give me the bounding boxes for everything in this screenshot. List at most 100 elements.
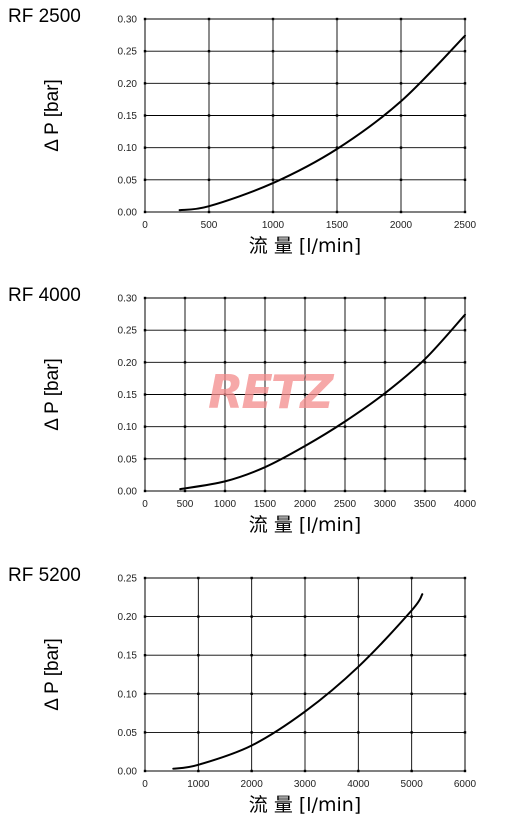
y-tick-label: 0.20 [118,79,138,90]
grid-dot [423,457,427,461]
y-axis-label: Δ P [bar] [42,79,63,152]
grid-dot [197,692,200,695]
grid-dot [410,654,413,657]
grid-dot [383,425,387,428]
grid-dot [183,457,187,461]
grid-dot [399,49,403,53]
grid-dot [183,425,187,428]
grid-dot [263,393,267,396]
x-tick-label: 2000 [241,779,264,790]
grid-dot [207,114,211,117]
chart-2: 0.00 0.05 0.10 0.15 0.20 0.25 0.30 0 500 1000 1500… [8,285,477,536]
x-axis-label: 流 量 [l/min] [249,794,361,816]
grid-dot [271,178,275,182]
x-tick-label: 1000 [187,779,210,790]
grid-dot [335,178,339,182]
y-tick-label: 0.00 [118,208,138,219]
grid-dot [343,361,347,364]
grid-dot [357,615,360,618]
grid-dot [383,361,387,364]
grid-dot [423,393,427,396]
grid-dot [263,425,267,428]
x-tick-label: 2500 [334,499,357,510]
x-tick-label: 500 [201,220,218,231]
y-tick-label: 0.10 [118,143,138,154]
grid-dot [423,328,427,332]
x-tick-label: 1500 [254,499,277,510]
grid-dot [423,425,427,428]
x-axis-label: 流 量 [l/min] [249,514,361,536]
grid-dot [183,393,187,396]
grid-dot [207,146,211,149]
y-tick-label: 0.05 [118,175,138,186]
x-tick-label: 2500 [454,220,477,231]
x-tick-label: 2000 [294,499,317,510]
grid-dot [343,457,347,461]
grid-dot [223,393,227,396]
grid-dot [383,457,387,461]
x-tick-label: 4000 [454,499,477,510]
grid-dot [271,114,275,117]
x-tick-label: 5000 [401,779,424,790]
grid-dot [423,361,427,364]
x-tick-label: 1500 [326,220,349,231]
grid-dot [399,178,403,182]
grid-dot [183,361,187,364]
grid-dot [197,731,200,734]
y-tick-label: 0.20 [118,358,138,369]
x-tick-label: 3000 [294,779,317,790]
grid-dot [197,654,200,657]
y-tick-label: 0.30 [118,294,138,305]
grid-dot [383,393,387,396]
x-axis-label: 流 量 [l/min] [249,235,361,257]
grid-dot [250,692,253,695]
grid-dot [357,654,360,657]
y-tick-label: 0.30 [118,15,138,26]
grid-dot [223,457,227,461]
y-tick-label: 0.25 [118,47,138,58]
grid-dot [335,82,339,85]
grid-dot [263,457,267,461]
x-tick-label: 1000 [262,220,285,231]
chart-title: RF 5200 [8,565,81,586]
grid-dot [303,393,307,396]
grid-dot [383,328,387,332]
y-tick-label: 0.10 [118,422,138,433]
plot-frame [144,577,466,772]
grid-dot [303,654,307,657]
grid-dot [223,361,227,364]
grid-dot [250,731,253,734]
x-tick-label: 4000 [347,779,370,790]
grid-dot [399,82,403,85]
grid-dot [183,328,187,332]
grid-dot [207,49,211,53]
grid-dot [263,361,267,364]
grid-dot [271,82,275,85]
grid-dot [303,425,307,428]
x-tick-label: 6000 [454,779,477,790]
x-tick-label: 500 [177,499,194,510]
y-tick-label: 0.20 [118,612,138,623]
y-tick-label: 0.00 [118,487,138,498]
plot-frame [144,18,466,213]
plot-frame [144,297,466,492]
x-tick-label: 0 [142,220,148,231]
pressure-drop-curve [179,313,466,491]
grid-dot [357,692,360,695]
pressure-drop-curve [172,593,424,770]
x-tick-label: 0 [142,779,148,790]
grid-dot [343,425,347,428]
grid-dot [303,328,307,332]
grid-dot [250,615,253,618]
grid-dot [207,82,211,85]
grid-dot [399,114,403,117]
grid-dot [410,731,413,734]
x-tick-label: 2000 [390,220,413,231]
grid-dot [250,654,253,657]
y-tick-label: 0.15 [118,651,138,662]
grid-dot [343,393,347,396]
grid-dot [399,146,403,149]
grid-dot [271,146,275,149]
y-tick-label: 0.15 [118,111,138,122]
